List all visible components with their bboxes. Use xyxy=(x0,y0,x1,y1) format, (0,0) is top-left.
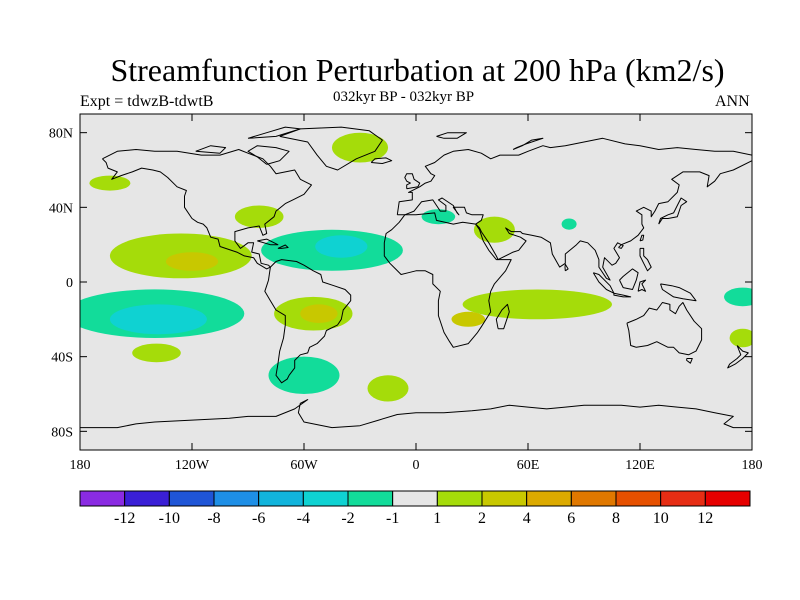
colorbar-label-7: 1 xyxy=(433,510,441,527)
coastline-japan xyxy=(658,197,688,225)
coastline-madagascar xyxy=(495,303,510,330)
contour-region-20 xyxy=(729,328,752,348)
contour-region-2 xyxy=(234,205,284,228)
colorbar-label-3: -6 xyxy=(252,510,265,527)
coastline-tasmania xyxy=(686,358,693,364)
coastline-cuba xyxy=(257,238,279,246)
colorbar-label-12: 10 xyxy=(653,510,669,527)
period-label: 032kyr BP - 032kyr BP xyxy=(333,89,475,105)
colorbar-box-10 xyxy=(526,490,572,507)
x-tick-label-3: 0 xyxy=(413,458,420,473)
colorbar-box-1 xyxy=(124,490,170,507)
colorbar-box-8 xyxy=(436,490,483,507)
coastline-hainan xyxy=(618,244,624,249)
coastline-sri-lanka xyxy=(564,263,569,272)
coastline-ellesmere-island xyxy=(247,126,301,139)
coastline-borneo xyxy=(619,268,639,290)
contour-region-4 xyxy=(165,252,219,271)
colorbar-box-5 xyxy=(302,490,349,507)
colorbar-box-12 xyxy=(615,490,662,507)
y-axis: 80N 40N 0 40S 80S xyxy=(49,127,752,440)
contour-region-16 xyxy=(462,289,612,320)
experiment-label: Expt = tdwzB-tdwtB xyxy=(80,93,214,110)
coastline-antarctica xyxy=(80,399,752,429)
colorbar-label-13: 12 xyxy=(697,510,713,527)
coastline-taiwan xyxy=(639,234,645,242)
coastline-novaya-zemlya xyxy=(512,137,544,150)
x-tick-label-6: 180 xyxy=(742,458,763,473)
x-tick-label-2: 60W xyxy=(290,458,318,473)
colorbar: -12 -10 -8 -6 -4 -2 -1 1 2 4 6 8 10 12 xyxy=(79,490,751,527)
colorbar-box-9 xyxy=(481,490,528,507)
colorbar-box-14 xyxy=(704,490,751,507)
chart-title: Streamfunction Perturbation at 200 hPa (… xyxy=(110,52,725,88)
colorbar-label-10: 6 xyxy=(567,510,575,527)
x-axis: 180 120W 60W 0 60E 120E 180 xyxy=(70,114,763,473)
y-tick-label-3: 40S xyxy=(51,351,73,366)
contour-region-6 xyxy=(315,235,368,258)
coastline-australia xyxy=(626,302,703,356)
contour-region-17 xyxy=(451,311,486,327)
contour-region-14 xyxy=(421,209,456,225)
colorbar-box-6 xyxy=(347,490,394,507)
coastline-great-britain xyxy=(404,173,421,190)
contour-region-13 xyxy=(367,375,409,402)
coastlines xyxy=(80,126,752,429)
contour-region-1 xyxy=(332,132,388,163)
x-tick-label-4: 60E xyxy=(517,458,540,473)
contour-region-19 xyxy=(724,287,752,307)
coastline-south-america xyxy=(264,259,352,384)
coastline-java xyxy=(613,292,632,298)
colorbar-label-11: 8 xyxy=(612,510,620,527)
contour-region-18 xyxy=(561,218,577,230)
x-tick-label-1: 120W xyxy=(175,458,210,473)
colorbar-label-8: 2 xyxy=(478,510,486,527)
coastline-iceland xyxy=(370,157,393,164)
contour-region-8 xyxy=(109,304,207,335)
y-tick-label-1: 40N xyxy=(49,201,73,216)
colorbar-box-7 xyxy=(392,490,438,507)
colorbar-label-9: 4 xyxy=(523,510,531,527)
coastline-victoria-island xyxy=(195,145,227,154)
contour-region-10 xyxy=(300,304,338,324)
colorbar-label-6: -1 xyxy=(386,510,399,527)
colorbar-box-4 xyxy=(258,490,304,507)
contour-region-0 xyxy=(89,175,131,191)
coastline-baffin-island xyxy=(247,145,290,165)
coastline-africa xyxy=(383,212,512,348)
colorbar-label-1: -10 xyxy=(159,510,180,527)
contour-region-11 xyxy=(132,343,181,363)
coastline-new-zealand xyxy=(727,345,749,369)
coastline-eurasia xyxy=(396,137,752,281)
colorbar-box-13 xyxy=(660,490,706,507)
x-tick-label-5: 120E xyxy=(625,458,655,473)
y-tick-label-0: 80N xyxy=(49,127,73,142)
colorbar-box-0 xyxy=(79,490,126,507)
coastline-sulawesi xyxy=(637,279,647,292)
y-tick-label-4: 80S xyxy=(51,425,73,440)
colorbar-label-4: -4 xyxy=(297,510,310,527)
season-label: ANN xyxy=(715,93,750,110)
coastline-philippines xyxy=(639,247,652,272)
colorbar-box-2 xyxy=(168,490,215,507)
colorbar-label-2: -8 xyxy=(207,510,220,527)
contour-fields xyxy=(80,132,752,402)
y-tick-label-2: 0 xyxy=(66,276,73,291)
coastline-hispaniola xyxy=(277,244,289,249)
colorbar-label-5: -2 xyxy=(341,510,354,527)
colorbar-box-3 xyxy=(213,490,260,507)
coastline-greenland xyxy=(279,126,383,171)
colorbar-label-0: -12 xyxy=(114,510,135,527)
coastline-svalbard xyxy=(436,132,467,139)
coastline-new-guinea xyxy=(660,283,697,302)
contour-region-12 xyxy=(268,356,340,394)
coastline-north-america xyxy=(102,149,312,270)
colorbar-box-11 xyxy=(570,490,617,507)
map-background xyxy=(80,114,752,450)
x-tick-label-0: 180 xyxy=(70,458,91,473)
